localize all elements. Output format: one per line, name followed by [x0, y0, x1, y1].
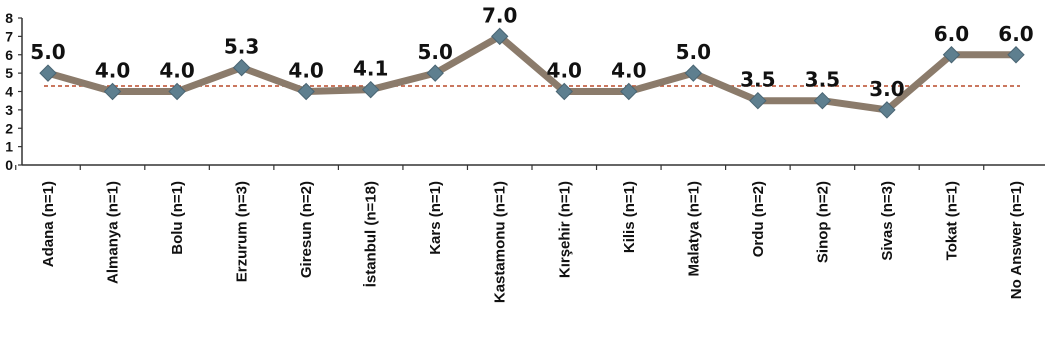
data-point	[684, 64, 703, 82]
data-point	[491, 27, 509, 46]
data-label: 5.3	[224, 35, 259, 59]
x-tick-label: Kars (n=1)	[427, 181, 444, 255]
x-tick-labels: Adana (n=1) Almanya (n=1) Bolu (n=1) Erzuru…	[40, 181, 1025, 303]
x-tick-label: Erzurum (n=3)	[234, 181, 251, 282]
data-point	[878, 101, 896, 119]
data-point	[361, 80, 380, 99]
data-point	[942, 46, 961, 64]
data-point	[555, 82, 573, 101]
x-tick-label: Tokat (n=1)	[943, 181, 960, 260]
y-tick-label: 3	[5, 102, 13, 118]
data-label: 3.0	[869, 77, 904, 101]
x-tick-label: Bolu (n=1)	[169, 181, 186, 255]
data-label: 7.0	[482, 3, 517, 27]
x-tick-label: Sivas (n=3)	[879, 181, 896, 261]
x-tick-label: İstanbul (n=18)	[363, 181, 380, 287]
y-tick-label: 8	[5, 10, 13, 26]
data-label: 4.0	[159, 59, 194, 83]
data-point	[103, 82, 122, 101]
data-label: 3.5	[805, 68, 840, 92]
x-tick-label: Kilis (n=1)	[621, 181, 638, 253]
data-point	[39, 64, 57, 82]
data-label: 5.0	[417, 40, 452, 64]
data-label: 4.1	[353, 57, 388, 81]
x-tick-label: Giresun (n=2)	[298, 181, 315, 278]
axes: 0 1 2 3 4 5 6 7 8	[5, 10, 1045, 173]
x-tick-label: Kastamonu (n=1)	[492, 181, 509, 303]
y-tick-label: 2	[5, 120, 13, 136]
data-label: 4.0	[547, 59, 582, 83]
data-label: 6.0	[934, 22, 969, 46]
data-label: 6.0	[998, 22, 1033, 46]
data-label-layer: 5.0 4.0 4.0 5.3 4.0 4.1 5.0 7.0 4.0 4.0 5.0 3.5 3.5 3…	[30, 3, 1033, 101]
data-point	[426, 64, 444, 82]
data-label: 3.5	[740, 68, 775, 92]
data-point	[749, 91, 767, 110]
x-tick-label: Kırşehir (n=1)	[556, 181, 573, 278]
series-layer	[39, 27, 1025, 119]
data-point	[232, 58, 251, 77]
data-point	[297, 82, 315, 101]
x-tick-label: Almanya (n=1)	[105, 181, 122, 284]
series-line	[44, 32, 1020, 114]
data-label: 5.0	[30, 40, 65, 64]
data-point	[813, 91, 832, 110]
x-tick-label: No Answer (n=1)	[1008, 181, 1025, 299]
x-tick-label: Ordu (n=2)	[750, 181, 767, 257]
data-label: 4.0	[611, 59, 646, 83]
y-tick-label: 7	[5, 28, 13, 44]
y-tick-label: 5	[5, 65, 13, 81]
data-label: 4.0	[288, 59, 323, 83]
y-tick-label: 1	[5, 139, 13, 155]
data-point	[1007, 46, 1025, 64]
x-tick-label: Adana (n=1)	[40, 181, 57, 267]
data-label: 5.0	[676, 40, 711, 64]
y-tick-label: 6	[5, 47, 13, 63]
x-tick-label: Sinop (n=2)	[814, 181, 831, 263]
data-label: 4.0	[95, 59, 130, 83]
y-tick-label: 4	[5, 84, 13, 100]
y-tick-label: 0	[5, 157, 13, 173]
data-point	[620, 82, 638, 101]
data-point	[168, 82, 186, 101]
x-tick-label: Malatya (n=1)	[685, 181, 702, 276]
